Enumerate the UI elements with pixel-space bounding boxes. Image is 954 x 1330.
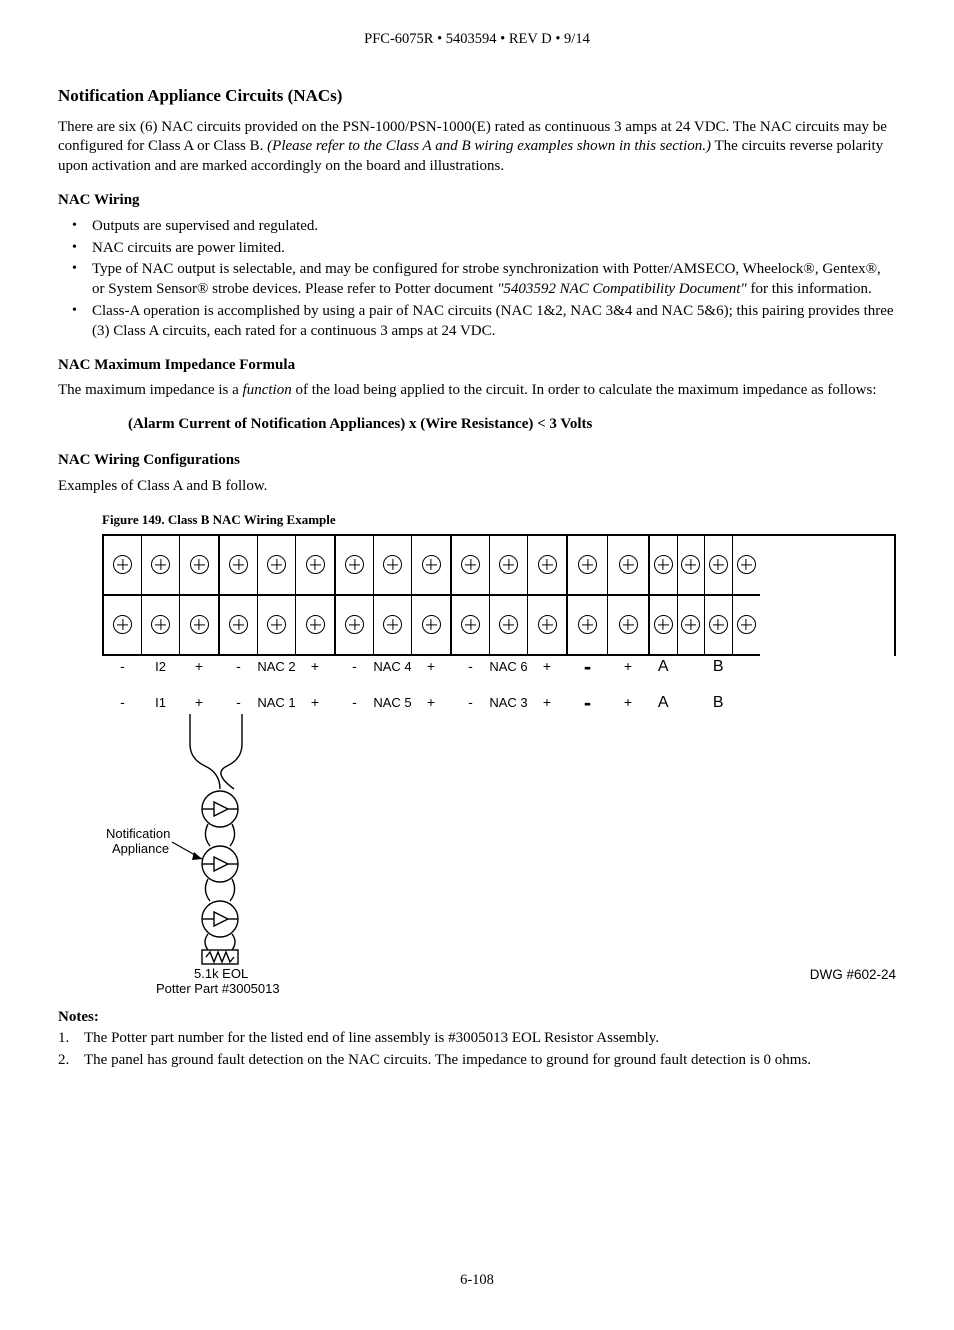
bullet-3c: for this information. [747, 281, 872, 297]
nac-wiring-heading: NAC Wiring [58, 191, 896, 211]
bullet-2: NAC circuits are power limited. [58, 239, 896, 259]
bullet-3b: "5403592 NAC Compatibility Document" [497, 281, 747, 297]
part-label: Potter Part #3005013 [156, 981, 280, 994]
appliance-label-line1: Notification [106, 826, 170, 841]
wiring-bullets: Outputs are supervised and regulated. NA… [58, 217, 896, 342]
dwg-number: DWG #602-24 [810, 966, 896, 984]
imp-ital: function [243, 382, 292, 398]
imp-a: The maximum impedance is a [58, 382, 243, 398]
appliance-label-line2: Appliance [112, 841, 169, 856]
bullet-3: Type of NAC output is selectable, and ma… [58, 260, 896, 300]
intro-text-ital: (Please refer to the Class A and B wirin… [267, 138, 711, 154]
note-1: 1.The Potter part number for the listed … [58, 1029, 896, 1049]
figure-caption: Figure 149. Class B NAC Wiring Example [102, 511, 896, 528]
impedance-heading: NAC Maximum Impedance Formula [58, 356, 896, 376]
intro-paragraph: There are six (6) NAC circuits provided … [58, 118, 896, 177]
config-paragraph: Examples of Class A and B follow. [58, 477, 896, 497]
page-number: 6-108 [58, 1271, 896, 1290]
notes-list: 1.The Potter part number for the listed … [58, 1029, 896, 1071]
config-heading: NAC Wiring Configurations [58, 451, 896, 471]
notes-heading: Notes: [58, 1008, 896, 1028]
section-title: Notification Appliance Circuits (NACs) [58, 85, 896, 107]
note-1-text: The Potter part number for the listed en… [84, 1030, 659, 1046]
wiring-diagram: -I2+-NAC 2+-NAC 4+-NAC 6+-+AB -I1+-NAC 1… [102, 534, 896, 994]
impedance-formula: (Alarm Current of Notification Appliance… [128, 415, 896, 435]
doc-header: PFC-6075R • 5403594 • REV D • 9/14 [58, 30, 896, 49]
imp-b: of the load being applied to the circuit… [292, 382, 877, 398]
appliance-chain-svg: Notification Appliance 5.1k EOL Potter P… [102, 714, 862, 994]
bullet-1: Outputs are supervised and regulated. [58, 217, 896, 237]
note-2: 2.The panel has ground fault detection o… [58, 1051, 896, 1071]
note-2-text: The panel has ground fault detection on … [84, 1052, 811, 1068]
eol-label: 5.1k EOL [194, 966, 248, 981]
impedance-paragraph: The maximum impedance is a function of t… [58, 381, 896, 401]
bullet-4: Class-A operation is accomplished by usi… [58, 302, 896, 342]
